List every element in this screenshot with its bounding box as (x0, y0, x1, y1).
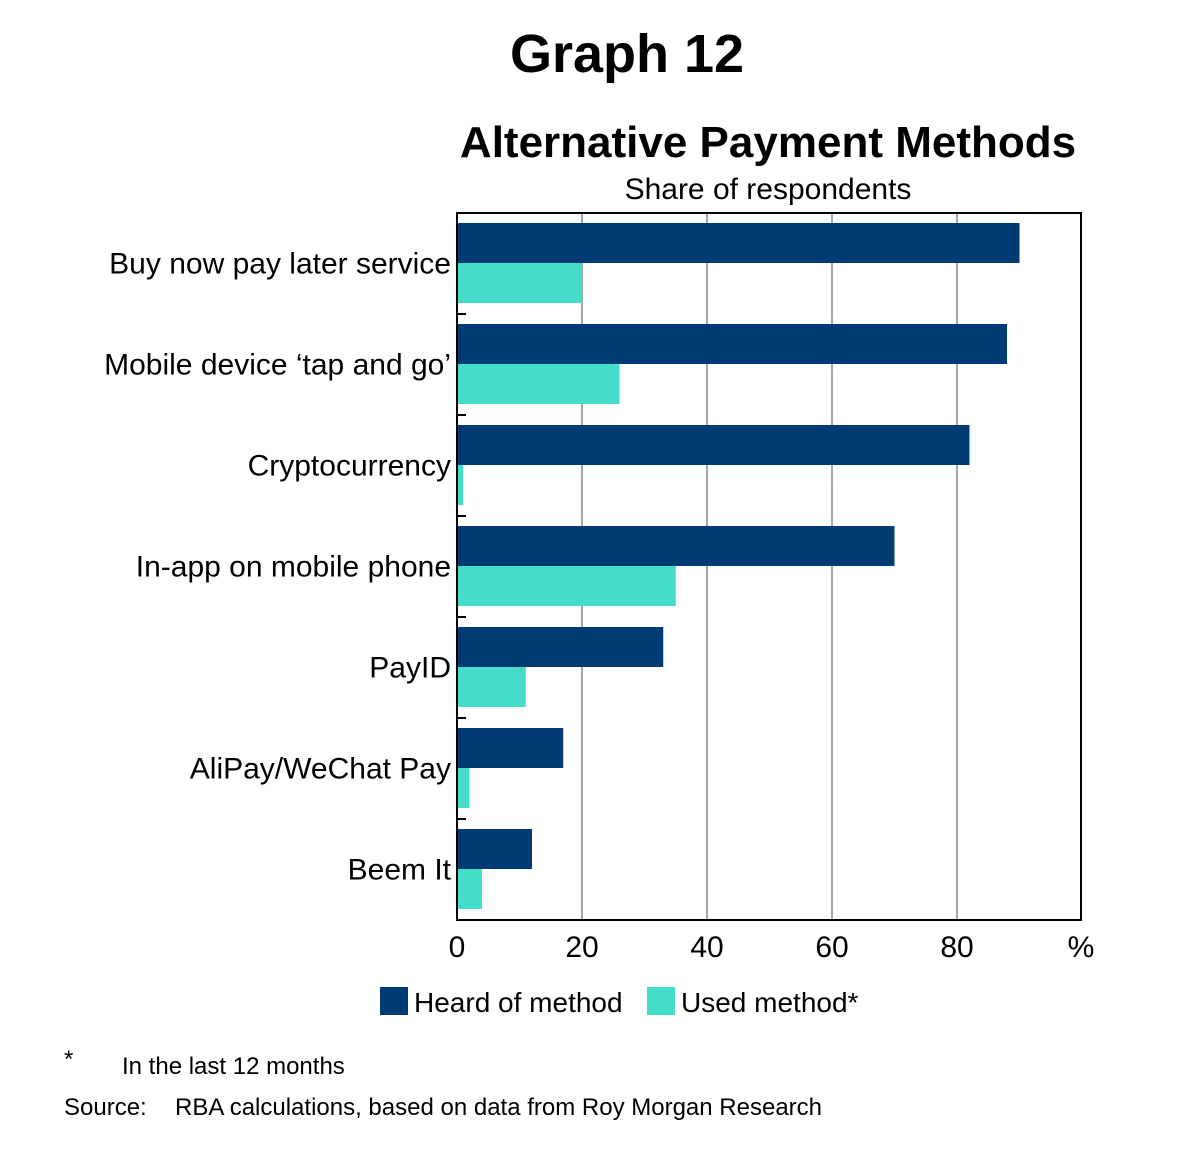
category-label: Beem It (348, 854, 452, 887)
legend-label-heard: Heard of method (414, 987, 623, 1018)
bar-used-method (457, 667, 526, 707)
chart-subtitle: Share of respondents (625, 173, 912, 206)
graph-number-label: Graph 12 (510, 24, 744, 84)
bar-heard-of-method (457, 728, 564, 768)
x-tick-label: 80 (940, 931, 973, 964)
chart-title: Alternative Payment Methods (460, 118, 1076, 167)
x-tick-label: 40 (690, 931, 723, 964)
category-label: Mobile device ‘tap and go’ (104, 349, 451, 382)
legend-swatch-heard (380, 987, 408, 1015)
category-labels: Buy now pay later service Mobile device ‘… (104, 248, 452, 887)
bar-heard-of-method (457, 526, 895, 566)
bar-heard-of-method (457, 324, 1007, 364)
x-tick-labels: 0 20 40 60 80 (449, 931, 974, 964)
category-label: In-app on mobile phone (136, 551, 451, 584)
bar-used-method (457, 869, 482, 909)
footnote-marker: * (64, 1046, 74, 1073)
legend: Heard of method Used method* (380, 987, 859, 1018)
x-tick-label: 60 (815, 931, 848, 964)
x-tick-label: 20 (565, 931, 598, 964)
bar-used-method (457, 465, 464, 505)
x-axis-unit-label: % (1068, 931, 1095, 964)
bar-used-method (457, 263, 582, 303)
bar-heard-of-method (457, 829, 532, 869)
bars (457, 223, 1020, 909)
bar-used-method (457, 768, 470, 808)
bar-heard-of-method (457, 627, 664, 667)
footnote-note: In the last 12 months (122, 1053, 345, 1080)
plot-frame (456, 212, 1082, 921)
category-label: Cryptocurrency (248, 450, 451, 483)
legend-swatch-used (647, 987, 675, 1015)
category-label: PayID (369, 652, 451, 685)
category-label: AliPay/WeChat Pay (190, 753, 451, 786)
bar-used-method (457, 566, 676, 606)
x-tick-label: 0 (449, 931, 466, 964)
bar-heard-of-method (457, 223, 1020, 263)
source-text: RBA calculations, based on data from Roy… (175, 1094, 823, 1121)
category-label: Buy now pay later service (109, 248, 451, 281)
bar-used-method (457, 364, 620, 404)
legend-label-used: Used method* (681, 987, 859, 1018)
source-label: Source: (64, 1094, 147, 1121)
axis-ticks (457, 313, 466, 820)
bar-heard-of-method (457, 425, 970, 465)
